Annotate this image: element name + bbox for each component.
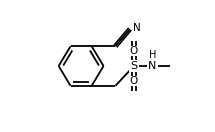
Text: N: N	[133, 23, 141, 33]
Text: H: H	[149, 50, 156, 60]
Text: O: O	[130, 76, 138, 86]
Text: N: N	[148, 61, 157, 71]
Text: O: O	[130, 46, 138, 56]
Text: S: S	[130, 61, 137, 71]
